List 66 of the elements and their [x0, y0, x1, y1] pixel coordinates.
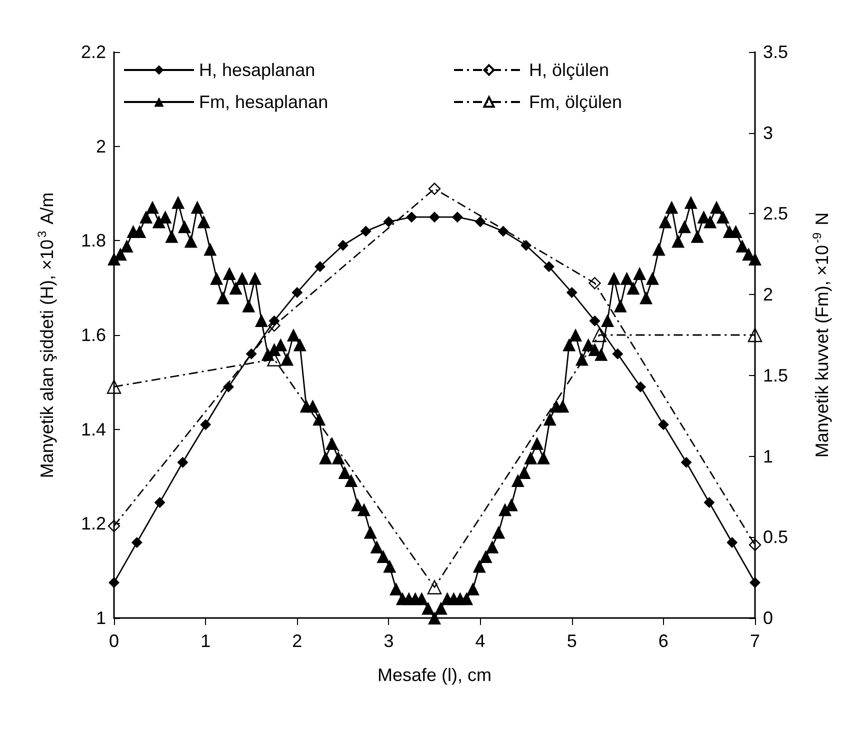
- x-tick-label: 6: [658, 631, 668, 651]
- point: [106, 380, 122, 394]
- y2-tick-label: 1: [763, 446, 774, 466]
- point: [680, 456, 692, 468]
- legend-label: Fm, hesaplanan: [199, 92, 328, 112]
- point: [360, 226, 372, 237]
- point: [314, 261, 326, 272]
- legend-label: H, ölçülen: [529, 60, 610, 80]
- point: [750, 577, 760, 588]
- x-axis-title: Mesafe (l), cm: [377, 665, 492, 685]
- point: [748, 538, 762, 551]
- x-tick-label: 0: [108, 631, 120, 651]
- x-tick-label: 7: [750, 631, 760, 651]
- y-tick-label: 1.4: [80, 419, 106, 440]
- point: [428, 182, 441, 195]
- point: [520, 240, 532, 251]
- point: [200, 419, 212, 430]
- x-tick-label: 3: [384, 631, 394, 651]
- point: [658, 419, 669, 430]
- y-tick-label: 1: [96, 608, 106, 628]
- x-tick-label: 4: [475, 631, 486, 651]
- point: [612, 348, 624, 360]
- y2-tick-label: 0.5: [763, 527, 788, 548]
- point: [452, 212, 463, 223]
- y-tick-label: 2: [96, 136, 106, 156]
- point: [337, 240, 348, 251]
- legend-label: Fm, ölçülen: [529, 92, 622, 112]
- point: [177, 456, 188, 468]
- point: [131, 537, 142, 548]
- point: [704, 496, 715, 508]
- y-tick-label: 2.2: [80, 42, 106, 62]
- y2-tick-label: 3: [763, 122, 774, 143]
- y-tick-label: 1.8: [80, 230, 106, 251]
- y2-axis-title: Manyetik kuvvet (Fm), ×10-9 N: [810, 212, 832, 458]
- y-tick-label: 1.2: [80, 514, 106, 534]
- point: [543, 261, 554, 272]
- point: [748, 328, 762, 342]
- point: [498, 226, 509, 237]
- x-tick-label: 5: [566, 631, 577, 651]
- y2-tick-label: 2: [763, 284, 774, 305]
- y-tick-label: 1.6: [80, 325, 106, 345]
- point: [474, 216, 486, 228]
- point: [292, 287, 303, 298]
- point: [429, 212, 440, 223]
- point: [726, 537, 738, 548]
- point: [635, 381, 646, 392]
- point: [222, 381, 234, 392]
- y-axis-title: Manyetik alan şiddeti (H), ×103 A/m: [35, 192, 57, 478]
- point: [427, 580, 442, 594]
- point: [406, 212, 418, 223]
- x-tick-label: 1: [200, 631, 211, 651]
- y2-tick-label: 1.5: [763, 365, 788, 386]
- point: [566, 287, 578, 298]
- y2-tick-label: 3.5: [763, 42, 788, 62]
- point: [589, 315, 600, 326]
- y2-tick-label: 0: [763, 608, 774, 628]
- point: [108, 577, 120, 588]
- point: [246, 348, 257, 360]
- point: [154, 496, 166, 508]
- legend-label: H, hesaplanan: [199, 60, 316, 80]
- x-tick-label: 2: [292, 631, 302, 651]
- y2-tick-label: 2.5: [763, 204, 788, 224]
- point: [592, 328, 606, 342]
- point: [108, 520, 120, 532]
- point: [588, 277, 601, 290]
- point: [383, 216, 394, 228]
